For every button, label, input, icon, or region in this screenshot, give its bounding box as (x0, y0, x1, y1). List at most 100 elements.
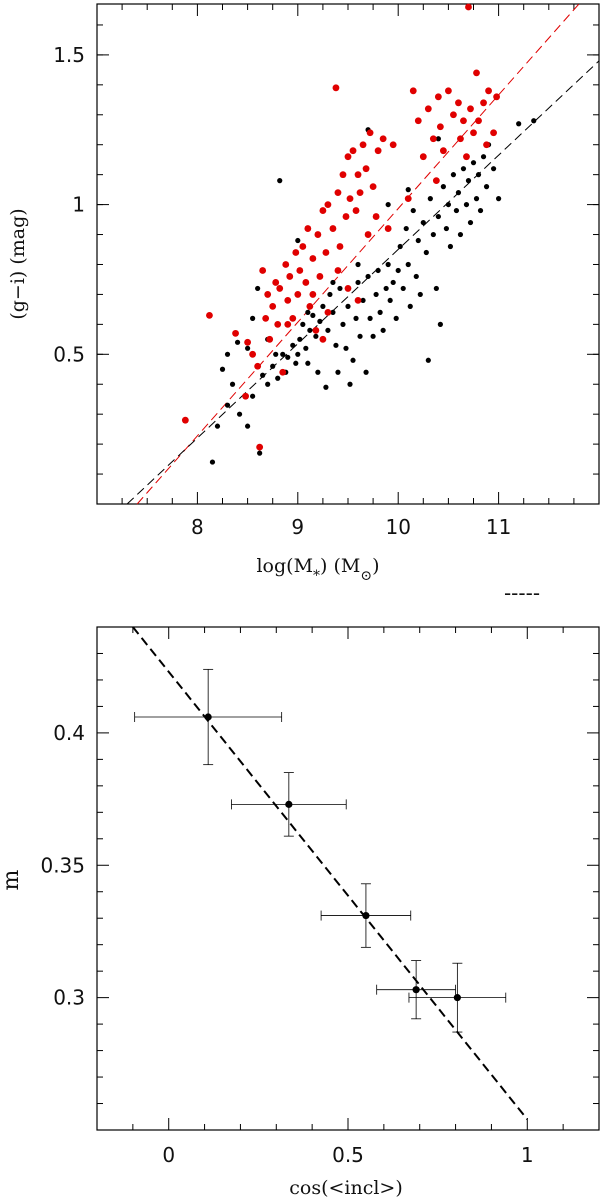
black-point (257, 450, 263, 456)
black-point (450, 172, 457, 178)
red-point (336, 243, 344, 250)
data-point (453, 994, 461, 1002)
black-point (313, 333, 319, 339)
red-point (302, 279, 310, 286)
red-point (493, 93, 500, 101)
black-point (297, 336, 303, 342)
bottom-x-tick-label: 0 (162, 1143, 175, 1167)
bottom-x-tick-label: 1 (521, 1143, 534, 1167)
red-point (467, 105, 474, 113)
red-point (334, 267, 342, 274)
black-point (347, 381, 353, 387)
black-point (445, 201, 451, 208)
black-point (447, 243, 454, 250)
black-point (214, 423, 221, 429)
bottom-ticks (97, 627, 599, 1130)
black-point (250, 315, 256, 321)
black-point (460, 166, 467, 172)
black-point (393, 315, 399, 321)
red-point (436, 123, 444, 131)
black-point (305, 309, 311, 315)
black-point (385, 261, 391, 268)
red-point (349, 147, 357, 155)
red-point (262, 314, 270, 322)
black-point (390, 279, 396, 286)
red-point (312, 326, 320, 334)
red-point (473, 69, 480, 77)
top-y-tick-label: 0.5 (53, 342, 85, 366)
red-point (439, 147, 447, 155)
red-point (249, 350, 257, 358)
black-point (255, 285, 261, 292)
red-point (445, 87, 452, 95)
top-ticks (97, 4, 599, 504)
data-point (412, 986, 420, 994)
red-point (316, 273, 324, 280)
red-point (284, 297, 292, 304)
black-point (440, 184, 446, 190)
red-point (490, 129, 497, 137)
black-point (405, 261, 411, 268)
black-point (413, 273, 419, 280)
black-point (245, 423, 251, 429)
black-point (420, 219, 426, 226)
red-point (463, 153, 470, 161)
black-point (467, 219, 474, 226)
black-fit-line (126, 60, 600, 505)
black-point (387, 297, 393, 304)
red-point (384, 225, 392, 232)
black-point (410, 207, 416, 214)
black-point (433, 285, 439, 292)
black-point (516, 121, 522, 127)
black-point (483, 184, 490, 190)
black-point (224, 351, 231, 357)
black-point (345, 303, 351, 309)
black-point (320, 303, 326, 309)
red-point (455, 99, 462, 107)
bottom-points (134, 668, 507, 1033)
black-point (307, 327, 313, 333)
black-point (290, 342, 296, 348)
red-point (374, 147, 382, 155)
black-point (280, 351, 286, 357)
black-point (234, 339, 241, 345)
red-point (289, 314, 297, 322)
black-point (370, 333, 376, 339)
black-point (385, 201, 391, 208)
black-point (305, 360, 311, 366)
black-point (425, 357, 431, 363)
red-point (272, 279, 280, 286)
top-plot-frame (96, 3, 600, 505)
red-point (329, 225, 337, 232)
data-point (204, 713, 212, 721)
black-point (260, 372, 266, 378)
black-point (400, 285, 406, 292)
black-point (380, 327, 386, 333)
red-point (485, 87, 492, 95)
black-point (496, 196, 502, 202)
black-point (209, 459, 216, 465)
red-point (296, 267, 304, 274)
black-point (365, 273, 371, 280)
red-point (450, 111, 457, 119)
red-point (346, 195, 354, 203)
red-point (269, 302, 277, 310)
black-point (463, 201, 470, 208)
red-point (419, 153, 427, 161)
black-point (443, 225, 449, 232)
red-point (284, 320, 292, 328)
bottom-fit-line-path (132, 626, 529, 1121)
red-point (404, 195, 412, 203)
black-point (427, 196, 433, 202)
black-point (275, 375, 281, 381)
black-point (375, 267, 381, 274)
red-point (254, 362, 262, 370)
red-point (362, 165, 370, 173)
red-point (324, 308, 332, 316)
bottom-fit-line (132, 626, 529, 1121)
black-point (473, 196, 480, 202)
top-y-tick-label: 1 (72, 193, 85, 217)
black-point (355, 261, 361, 268)
red-point (364, 231, 372, 238)
